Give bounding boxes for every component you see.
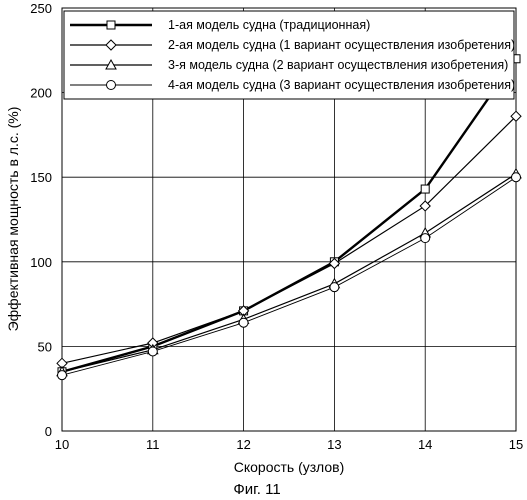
y-tick-label: 100 (30, 255, 52, 270)
series-1-point (421, 185, 429, 193)
series-line-3 (62, 174, 516, 372)
x-tick-label: 15 (509, 437, 523, 452)
legend-label-1: 1-ая модель судна (традиционная) (168, 18, 370, 32)
x-tick-label: 11 (146, 437, 160, 452)
series-lines (62, 59, 516, 375)
x-tick-label: 12 (236, 437, 250, 452)
series-line-4 (62, 177, 516, 375)
legend-label-3: 3-я модель судна (2 вариант осуществлени… (168, 58, 508, 72)
y-tick-label: 150 (30, 170, 52, 185)
series-line-2 (62, 116, 516, 363)
figure-caption: Фиг. 11 (233, 481, 280, 498)
y-tick-label: 0 (45, 424, 52, 439)
legend-marker-1 (107, 21, 115, 29)
y-tick-label: 250 (30, 1, 52, 16)
series-line-1 (62, 59, 516, 372)
legend-label-4: 4-ая модель судна (3 вариант осуществлен… (168, 78, 515, 92)
series-4-point (148, 347, 157, 356)
x-axis-ticks: 10 11 12 13 14 15 (55, 437, 523, 452)
legend: 1-ая модель судна (традиционная) 2-ая мод… (64, 11, 515, 99)
series-4-point (512, 173, 521, 182)
series-4-point (421, 234, 430, 243)
x-tick-label: 10 (55, 437, 69, 452)
legend-marker-4 (107, 81, 116, 90)
x-axis-title: Скорость (узлов) (234, 459, 344, 475)
series-4-point (239, 318, 248, 327)
y-tick-label: 200 (30, 86, 52, 101)
y-axis-title: Эффективная мощность в л.с. (%) (5, 107, 21, 332)
x-tick-label: 14 (418, 437, 432, 452)
series-markers (57, 55, 521, 380)
legend-label-2: 2-ая модель судна (1 вариант осуществлен… (168, 38, 515, 52)
series-4-point (330, 283, 339, 292)
y-tick-label: 50 (38, 339, 52, 354)
series-4-point (58, 371, 67, 380)
x-tick-label: 13 (327, 437, 341, 452)
y-axis-ticks: 0 50 100 150 200 250 (30, 1, 52, 439)
